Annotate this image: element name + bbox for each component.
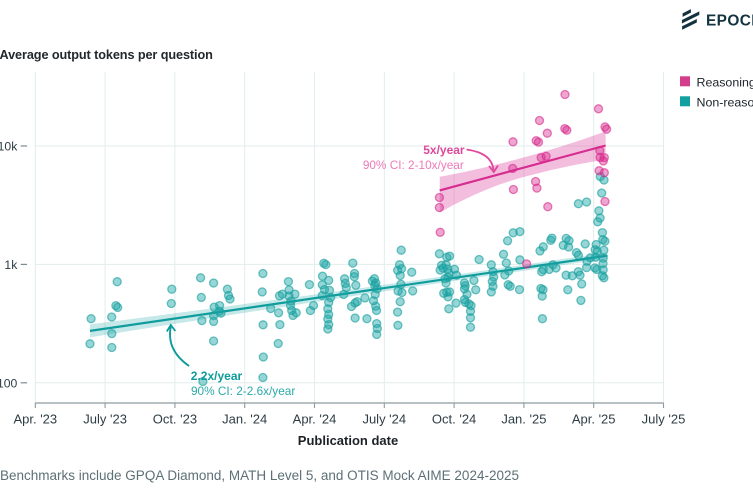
svg-text:90% CI: 2-2.6x/year: 90% CI: 2-2.6x/year: [191, 384, 295, 398]
svg-text:1k: 1k: [4, 258, 18, 272]
svg-text:Reasoning models: Reasoning models: [697, 75, 753, 89]
svg-text:Jan. '24: Jan. '24: [222, 412, 267, 427]
svg-text:5x/year: 5x/year: [423, 143, 465, 157]
svg-text:Non-reasoning models: Non-reasoning models: [697, 95, 753, 109]
svg-text:Benchmarks include GPQA Diamon: Benchmarks include GPQA Diamond, MATH Le…: [0, 468, 519, 483]
svg-text:Apr. '23: Apr. '23: [13, 412, 57, 427]
svg-text:Apr. '25: Apr. '25: [572, 412, 616, 427]
svg-text:Publication date: Publication date: [298, 433, 398, 448]
svg-text:100: 100: [0, 376, 18, 390]
svg-text:Oct. '24: Oct. '24: [432, 412, 476, 427]
svg-text:Oct. '23: Oct. '23: [153, 412, 197, 427]
svg-text:90% CI: 2-10x/year: 90% CI: 2-10x/year: [363, 158, 464, 172]
svg-text:EPOCH AI: EPOCH AI: [706, 12, 753, 29]
svg-text:Jan. '25: Jan. '25: [501, 412, 546, 427]
svg-text:Apr. '24: Apr. '24: [293, 412, 337, 427]
svg-text:July '23: July '23: [83, 412, 127, 427]
svg-text:July '24: July '24: [362, 412, 406, 427]
svg-text:July '25: July '25: [642, 412, 686, 427]
svg-text:2.2x/year: 2.2x/year: [191, 369, 243, 383]
svg-text:10k: 10k: [0, 140, 18, 154]
svg-text:Average output tokens per ques: Average output tokens per question: [0, 48, 213, 62]
